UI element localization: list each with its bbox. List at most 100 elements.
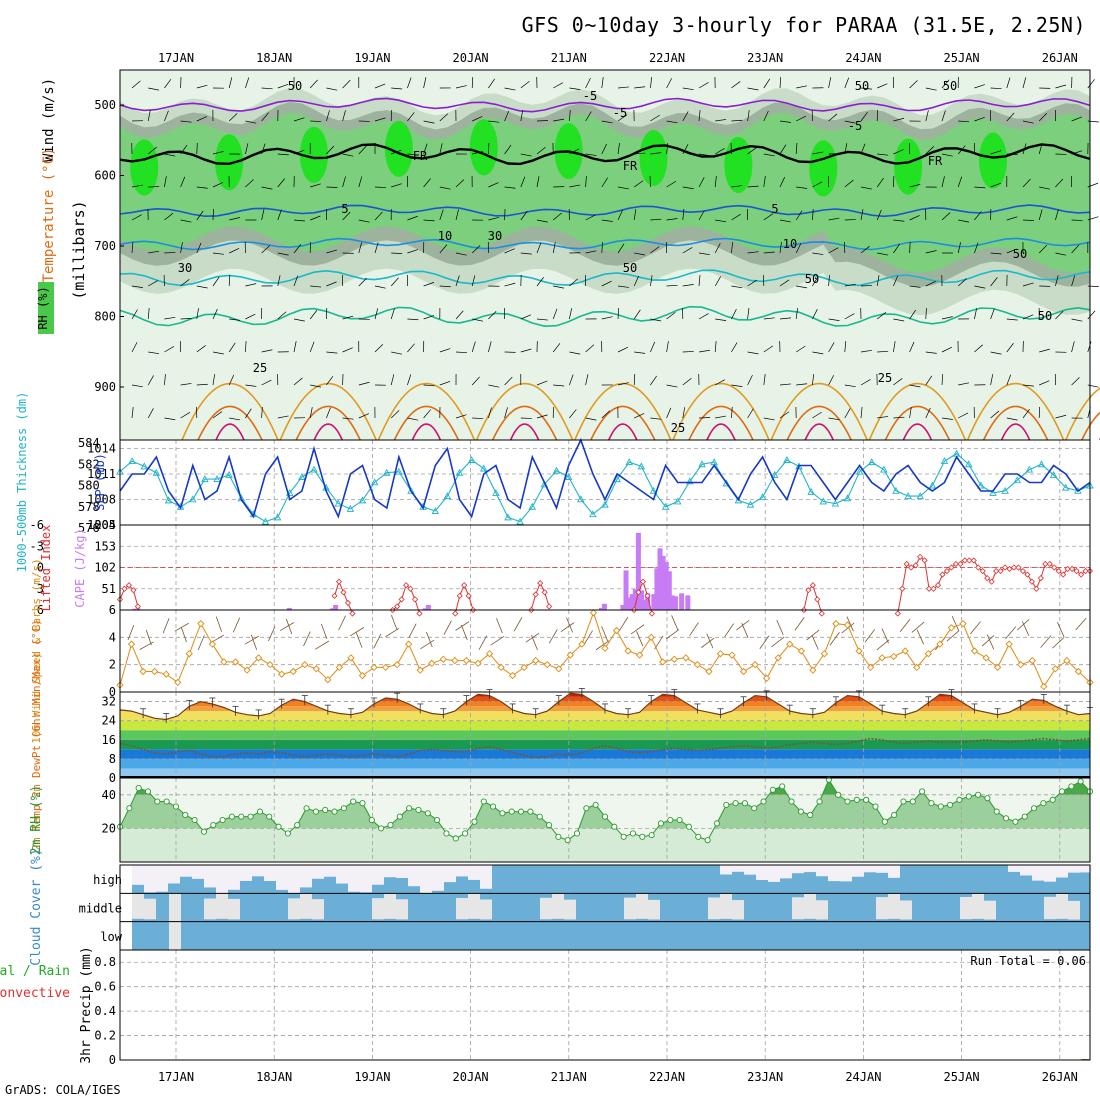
temp-contour-25	[574, 382, 672, 441]
rh2m-marker	[210, 821, 217, 829]
wind-barb	[860, 349, 872, 353]
thickness-marker	[625, 458, 634, 466]
cloud-gap-middle	[288, 898, 300, 920]
wind-barb	[147, 408, 154, 419]
cloud-gap-high	[240, 865, 252, 881]
wind-barb	[423, 77, 427, 89]
temp-contour-30	[295, 405, 361, 441]
rh2m-marker	[462, 830, 469, 837]
wind-barb	[212, 182, 224, 188]
wind-barb	[844, 341, 847, 353]
rh2m-axis-label: 2m RH (%)	[29, 785, 44, 855]
cloud-gap-middle	[228, 898, 240, 920]
wind-barb	[520, 153, 532, 157]
wind-barb	[925, 351, 937, 354]
rh2m-marker	[144, 788, 152, 795]
thickness-marker	[358, 496, 367, 504]
wind-barb	[724, 623, 735, 638]
wind-barb	[990, 182, 1002, 188]
wind-barb	[795, 143, 798, 155]
rh2m-marker	[508, 808, 515, 815]
wind-barb	[828, 417, 840, 421]
wind-barb	[601, 177, 608, 188]
lifted-index-marker	[818, 610, 825, 617]
contour-label: 50	[1038, 309, 1052, 323]
wind-barb	[864, 629, 876, 643]
wind-speed-marker	[139, 667, 147, 676]
cape-tick-label: 204	[94, 518, 116, 532]
slp-thickness-panel: 584 582 580 578 576 1014 1011 1008 1005	[78, 436, 1094, 535]
wind-speed-marker	[289, 667, 297, 676]
cape-bar	[623, 570, 629, 610]
lifted-index-marker	[926, 585, 933, 592]
temp-contour-minus5	[119, 97, 1091, 113]
thickness-marker	[1061, 483, 1070, 491]
wind-barb	[860, 407, 863, 419]
wind-barb	[1006, 417, 1018, 421]
rh-legend-swatch	[38, 282, 54, 334]
wind-barb	[828, 375, 835, 386]
lifted-index-marker	[943, 567, 951, 575]
cloud-level-label: high	[93, 873, 122, 887]
wind-barb	[553, 285, 565, 289]
thickness-marker	[382, 468, 391, 476]
wind-barb	[763, 374, 766, 386]
wind-barb	[552, 343, 561, 353]
wind-barb	[796, 285, 808, 289]
wind-barb	[164, 176, 167, 188]
wind-barb	[1006, 112, 1015, 122]
lifted-index-marker	[966, 557, 973, 564]
thickness-marker	[516, 517, 524, 525]
wind-barb	[310, 384, 322, 388]
lifted-index-marker	[984, 575, 991, 582]
bottom-date-label: 20JAN	[453, 1070, 489, 1084]
rh2m-marker	[611, 823, 618, 830]
lifted-index-marker	[537, 580, 544, 587]
lifted-index-marker	[125, 582, 133, 589]
wind-barb	[131, 384, 143, 388]
wind-barb	[585, 374, 589, 386]
thickness-marker	[261, 517, 270, 525]
wind-speed-marker	[347, 654, 355, 662]
wind-speed-marker	[370, 663, 378, 672]
cape-tick-label: 51	[102, 582, 116, 596]
wind-barb	[212, 208, 214, 221]
wind-barb	[423, 178, 431, 188]
cape-bar	[620, 605, 626, 610]
wind-barb	[1040, 635, 1052, 648]
wind-barb	[471, 341, 476, 353]
wind-barb	[844, 77, 850, 89]
wind-barb	[682, 144, 689, 155]
wind-barb	[666, 312, 676, 320]
wind-barb	[212, 276, 220, 287]
lifted-index-marker	[930, 585, 937, 592]
lifted-index-marker	[814, 596, 821, 603]
wind-barb	[355, 632, 363, 648]
wind-barb	[374, 117, 386, 122]
wind-barb	[390, 277, 399, 287]
wind-barb	[812, 209, 814, 221]
wind-barb	[1006, 343, 1014, 353]
thickness-marker	[140, 462, 149, 470]
thickness-marker	[661, 502, 670, 510]
wind-barb	[423, 409, 431, 419]
wind-barb	[471, 376, 480, 386]
wind-barb	[520, 252, 532, 255]
wind-barb	[1055, 84, 1067, 89]
temp-contour-30	[884, 405, 951, 441]
temp-contour-35	[608, 423, 638, 441]
wind-barb	[1055, 310, 1064, 320]
thickness-marker	[783, 456, 791, 463]
wind-barb	[650, 152, 662, 155]
wind-barb	[796, 186, 808, 189]
wind-barb	[666, 341, 669, 353]
upper-air-panel: 500 600 700 800 900 -5 -5 -5 FR FR FR 5 5 10 10 25 25 25 5…	[94, 69, 1100, 441]
wind-barb	[488, 384, 500, 388]
temp-contour-25	[377, 382, 476, 441]
wind-barb	[634, 152, 646, 155]
contour-label: 50	[623, 261, 637, 275]
wind-barb	[806, 629, 820, 641]
lifted-index-marker	[948, 564, 955, 571]
wind-barb	[374, 308, 379, 320]
rh2m-marker	[835, 791, 842, 798]
